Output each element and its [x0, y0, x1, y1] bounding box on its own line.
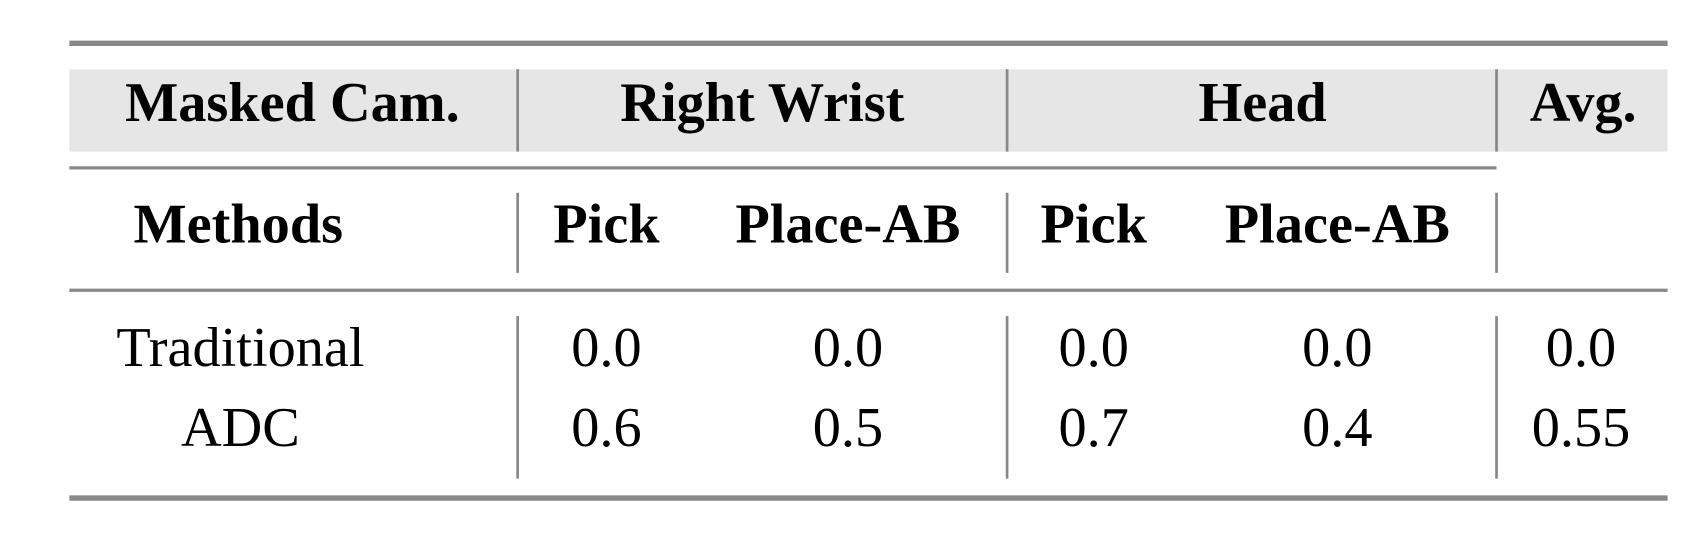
- group-header: Right Wrist: [620, 72, 904, 134]
- column-header: Place-AB: [1225, 193, 1450, 255]
- cell-value: 0.0: [571, 317, 641, 379]
- cell-value: 0.4: [1302, 397, 1372, 459]
- group-header: Masked Cam.: [125, 72, 460, 134]
- cell-value: 0.6: [571, 397, 641, 459]
- cell-value: 0.0: [813, 317, 883, 379]
- method-name: Traditional: [116, 317, 364, 379]
- method-name: ADC: [181, 397, 300, 459]
- column-header: Methods: [134, 193, 344, 255]
- column-header: Pick: [1041, 193, 1148, 255]
- column-header: Place-AB: [735, 193, 960, 255]
- group-header: Avg.: [1530, 72, 1637, 134]
- cell-value: 0.7: [1059, 397, 1129, 459]
- cell-value: 0.0: [1546, 317, 1616, 379]
- cell-value: 0.0: [1059, 317, 1129, 379]
- cell-value: 0.55: [1532, 397, 1631, 459]
- group-header: Head: [1199, 72, 1327, 134]
- cell-value: 0.5: [813, 397, 883, 459]
- header-band: [69, 69, 1668, 152]
- cell-value: 0.0: [1302, 317, 1372, 379]
- column-header: Pick: [553, 193, 660, 255]
- column-separators: [516, 69, 1498, 479]
